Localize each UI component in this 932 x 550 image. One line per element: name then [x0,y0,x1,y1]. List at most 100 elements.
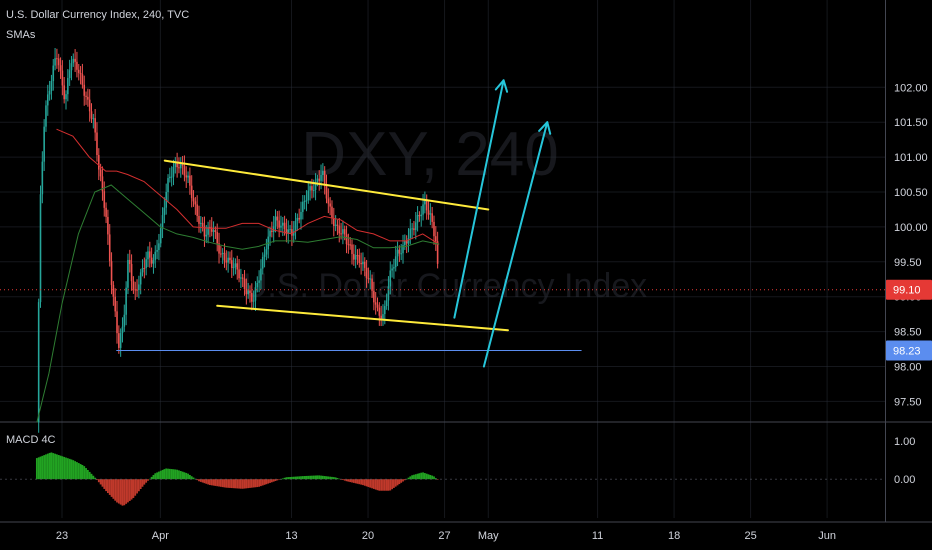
macd-bar [356,479,359,484]
candle-body [327,198,330,204]
macd-bar [331,476,333,480]
macd-bar [35,458,38,480]
drawings[interactable] [0,79,885,368]
candle-body [105,207,107,217]
time-tick-label: 20 [362,530,374,542]
macd-bar [130,479,133,500]
time-tick-label: May [478,530,499,542]
candle-body [167,178,169,193]
candle-body [396,249,399,257]
candle-body [119,333,122,348]
macd-bar [307,475,310,480]
macd-bar [300,476,302,480]
macd-bar [209,479,211,486]
macd-bar [374,479,377,490]
candle-body [83,84,86,96]
candle-body [46,94,49,106]
candle-body [136,289,138,291]
macd-bar [170,469,173,480]
candle-body [212,230,215,232]
candle-body [145,259,147,269]
indicator-label[interactable]: SMAs [6,29,36,41]
price-marker-badge [886,340,932,361]
candles [37,47,439,433]
macd-bar [218,479,220,487]
macd-bar [254,479,257,488]
macd-bar [354,479,357,484]
arrow-up-2-head [538,121,552,135]
candle-body [385,300,388,307]
macd-bar [179,471,182,480]
macd-bar [172,469,175,480]
arrow-up-1 [453,79,505,319]
candle-body [190,185,193,199]
macd-bar [389,479,392,491]
candle-body [373,290,375,303]
candle-body [256,282,259,288]
candle-body [435,236,437,242]
candle-body [334,224,337,226]
candle-body [263,254,266,257]
price-tick-label: 101.50 [894,117,928,129]
candle-body [176,162,178,168]
macd-bar [90,473,93,480]
macd-histogram [0,452,885,506]
candle-body [325,184,328,199]
macd-bar [371,479,373,489]
macd-bar [70,459,73,480]
macd-bar [363,479,366,486]
candle-body [37,302,40,423]
macd-bar [347,479,350,482]
candle-body [230,260,233,268]
macd-bar [345,479,348,482]
macd-bar [239,479,242,489]
macd-bar [77,463,80,480]
candle-body [433,221,435,237]
macd-bar [212,479,215,486]
candle-body [94,118,96,133]
macd-bar [434,478,437,480]
sma-lines [36,128,440,423]
macd-bar [238,479,240,489]
macd-bar [436,479,439,480]
macd-bar [65,457,67,480]
candle-body [227,257,229,263]
candle-body [272,226,275,232]
macd-bar [234,479,237,489]
candle-body [383,306,386,315]
arrow-up-1-head [494,79,509,93]
macd-bar [176,469,179,480]
macd-bar [349,479,352,483]
macd-label[interactable]: MACD 4C [6,434,56,446]
candle-body [139,272,142,285]
candle-body [43,126,45,162]
candle-body [127,259,129,288]
candle-body [138,284,140,291]
candle-body [149,251,151,258]
candle-body [238,269,240,279]
channel-lower-line [216,304,509,332]
macd-bar [289,476,291,480]
candle-body [185,175,188,178]
candle-body [342,229,344,234]
candle-body [260,268,262,281]
macd-bar [250,479,253,488]
candle-body [261,256,264,269]
candle-body [427,210,430,215]
candle-body [198,215,200,224]
macd-bar [382,479,384,491]
macd-bar [79,464,82,480]
price-tick-label: 99.50 [894,257,922,269]
candle-body [57,58,60,66]
macd-bar [196,479,199,481]
candle-body [61,70,64,86]
time-tick-label: 11 [592,530,603,542]
candle-body [218,243,220,254]
macd-bar [97,479,100,483]
candle-body [407,238,410,244]
macd-bar [272,479,275,482]
macd-bar [411,475,414,480]
candle-body [374,302,377,305]
macd-bar [108,479,111,495]
